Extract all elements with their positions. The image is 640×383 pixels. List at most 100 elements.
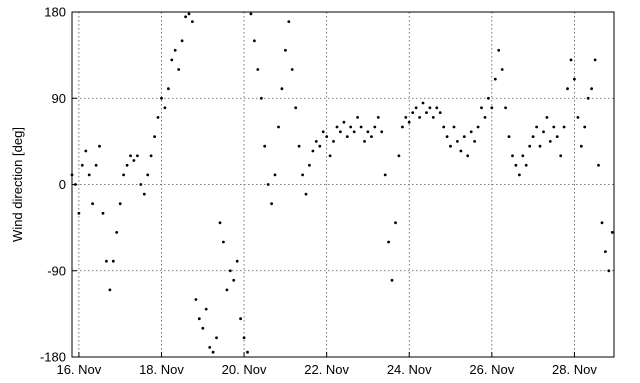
data-point: [239, 317, 243, 321]
data-point: [352, 130, 356, 134]
data-point: [421, 101, 425, 105]
data-point: [149, 154, 153, 158]
data-point: [462, 135, 466, 139]
y-axis-ticks: -180 -90 0 90 180: [40, 5, 77, 365]
data-point: [136, 154, 139, 158]
data-point: [94, 163, 98, 167]
data-point: [277, 125, 280, 129]
data-point: [342, 120, 346, 124]
data-point: [548, 140, 552, 143]
data-point: [473, 140, 476, 143]
data-point: [349, 125, 353, 129]
data-point: [297, 144, 301, 148]
x-tick-label: 28. Nov: [552, 362, 597, 377]
data-point: [156, 116, 160, 119]
data-point: [218, 221, 222, 225]
data-point: [187, 12, 191, 16]
data-point: [173, 48, 177, 52]
data-point: [170, 58, 174, 62]
data-point: [80, 163, 84, 167]
data-point: [538, 144, 542, 148]
data-point: [428, 106, 432, 110]
grid-lines: [72, 12, 614, 357]
data-point: [197, 317, 201, 321]
data-point: [586, 96, 590, 100]
data-point: [105, 259, 108, 263]
data-point: [280, 87, 284, 91]
data-point: [593, 58, 597, 62]
data-point: [132, 159, 136, 162]
data-point: [308, 163, 311, 167]
data-point: [294, 106, 298, 110]
data-point: [404, 116, 408, 119]
data-point: [604, 250, 607, 254]
data-points: [70, 12, 614, 354]
data-point: [518, 173, 521, 177]
data-point: [487, 96, 490, 100]
y-tick-label: -180: [40, 350, 66, 365]
data-point: [253, 39, 256, 43]
data-point: [469, 130, 473, 134]
data-point: [476, 125, 480, 129]
data-point: [607, 269, 611, 273]
data-point: [345, 135, 349, 139]
data-point: [555, 135, 559, 139]
data-point: [122, 173, 125, 177]
data-point: [201, 326, 205, 330]
data-point: [98, 144, 101, 148]
data-point: [497, 48, 501, 52]
data-point: [87, 173, 91, 177]
data-point: [483, 116, 487, 119]
data-point: [387, 240, 390, 244]
data-point: [184, 15, 188, 19]
data-point: [573, 77, 576, 81]
data-point: [504, 106, 507, 110]
data-point: [204, 307, 208, 311]
data-point: [91, 202, 94, 206]
data-point: [569, 58, 573, 62]
data-point: [380, 130, 384, 134]
data-point: [552, 125, 556, 129]
data-point: [559, 154, 563, 158]
data-point: [225, 288, 229, 292]
data-point: [259, 96, 263, 100]
data-point: [118, 202, 122, 206]
data-point: [373, 125, 377, 129]
data-point: [211, 350, 215, 354]
data-point: [376, 116, 380, 119]
data-point: [163, 106, 167, 110]
data-point: [339, 130, 342, 134]
data-point: [332, 140, 335, 143]
data-point: [318, 144, 322, 148]
data-point: [397, 154, 401, 158]
data-point: [139, 183, 143, 186]
data-point: [287, 20, 291, 23]
data-point: [249, 12, 253, 16]
data-point: [576, 116, 580, 119]
data-point: [511, 154, 514, 158]
y-axis-label: Wind direction [deg]: [10, 127, 25, 242]
plot-background: [72, 12, 614, 357]
data-point: [597, 163, 600, 167]
data-point: [500, 68, 504, 71]
y-tick-label: 90: [52, 91, 66, 106]
data-point: [445, 135, 449, 139]
data-point: [208, 346, 212, 349]
data-point: [359, 125, 363, 129]
data-point: [452, 125, 456, 129]
data-point: [370, 135, 373, 139]
data-point: [562, 125, 566, 129]
data-point: [160, 96, 163, 100]
data-point: [84, 149, 88, 153]
y-tick-label: 180: [44, 5, 66, 20]
data-point: [228, 269, 232, 273]
data-point: [321, 130, 325, 134]
data-point: [222, 240, 225, 244]
data-point: [531, 135, 535, 139]
data-point: [524, 163, 528, 167]
y-tick-label: 0: [59, 177, 66, 192]
data-point: [77, 211, 81, 215]
data-point: [266, 183, 270, 186]
data-point: [394, 221, 397, 225]
